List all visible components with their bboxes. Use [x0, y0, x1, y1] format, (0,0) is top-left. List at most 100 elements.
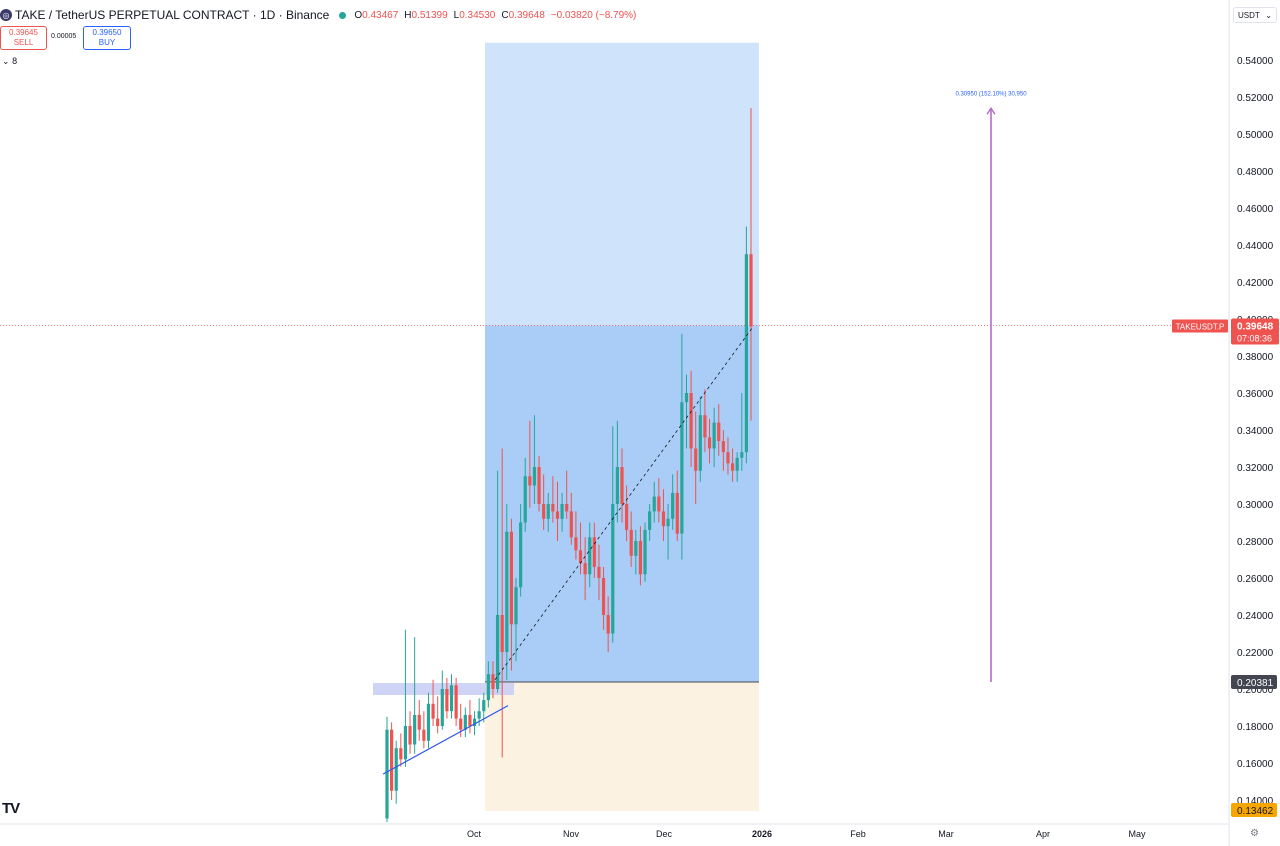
buy-button[interactable]: 0.39650 BUY	[83, 26, 131, 50]
candle-body	[648, 511, 652, 530]
candle-body	[542, 504, 546, 519]
candle-body	[578, 550, 583, 564]
candle-body	[592, 537, 596, 567]
candle-body	[583, 563, 587, 575]
candle-body	[454, 685, 458, 719]
price-tick-label: 0.32000	[1237, 463, 1274, 474]
time-tick-label: 2026	[752, 829, 772, 839]
candle-body	[426, 703, 431, 741]
stop-label: 0.13462	[1237, 806, 1274, 817]
countdown-label: 07:08:36	[1237, 334, 1272, 344]
price-tick-label: 0.28000	[1237, 537, 1274, 548]
candle-body	[417, 714, 421, 730]
candle-body	[601, 578, 606, 615]
price-tick-label: 0.34000	[1237, 426, 1274, 437]
price-tick-label: 0.26000	[1237, 574, 1274, 585]
candle-body	[505, 531, 509, 652]
candle-body	[385, 729, 389, 819]
candle-body	[514, 587, 518, 625]
price-axis[interactable]	[1230, 0, 1280, 846]
candle-body	[440, 689, 444, 726]
price-tick-label: 0.50000	[1237, 130, 1274, 141]
candle-body	[413, 714, 417, 745]
candle-body	[615, 467, 619, 504]
candle-body	[643, 529, 647, 575]
time-tick-label: Feb	[850, 829, 866, 839]
candle-body	[532, 467, 537, 486]
projection-line	[494, 328, 753, 680]
candle-body	[707, 437, 712, 449]
candle-body	[717, 422, 721, 442]
candle-body	[735, 457, 739, 471]
price-tick-label: 0.48000	[1237, 167, 1274, 178]
candle-body	[569, 511, 573, 538]
price-tick-label: 0.16000	[1237, 759, 1274, 770]
candle-body	[712, 422, 716, 449]
candle-body	[555, 511, 560, 519]
price-tick-label: 0.24000	[1237, 611, 1274, 622]
time-tick-label: Nov	[563, 829, 580, 839]
candle-body	[403, 726, 408, 760]
candle-body	[394, 748, 398, 791]
candle-body	[422, 729, 426, 741]
price-tick-label: 0.46000	[1237, 204, 1274, 215]
candle-body	[730, 463, 735, 471]
candle-body	[694, 448, 698, 471]
price-tick-label: 0.36000	[1237, 389, 1274, 400]
stop-zone	[485, 681, 759, 811]
trendline[interactable]	[382, 705, 509, 775]
candle-body	[551, 504, 555, 512]
buy-label: BUY	[98, 38, 116, 47]
candle-body	[390, 729, 394, 791]
candle-body	[472, 718, 477, 726]
candle-body	[611, 504, 615, 634]
candle-body	[445, 689, 449, 712]
sell-button[interactable]: 0.39645 SELL	[0, 26, 47, 50]
candle-body	[495, 615, 500, 689]
candle-body	[661, 511, 666, 527]
price-tick-label: 0.22000	[1237, 648, 1274, 659]
price-tick-label: 0.52000	[1237, 93, 1274, 104]
candle-body	[574, 537, 578, 551]
settings-gear-icon[interactable]: ⚙	[1250, 828, 1259, 839]
measure-label: 0.30950 (152.10%) 30,950	[955, 91, 1027, 97]
entry-label: 0.20381	[1237, 678, 1274, 689]
candle-body	[491, 674, 495, 689]
ohlc-high: H0.51399	[404, 9, 448, 21]
candle-body	[666, 518, 670, 527]
time-tick-label: Apr	[1036, 829, 1050, 839]
stop-badge	[1231, 803, 1277, 817]
candle-body	[477, 711, 481, 719]
candle-body	[468, 714, 472, 726]
ticker-badge	[1172, 319, 1228, 333]
currency-select[interactable]: USDT ⌄	[1233, 7, 1277, 23]
candle-body	[680, 402, 684, 534]
sell-label: SELL	[13, 38, 34, 47]
price-tick-label: 0.20000	[1237, 685, 1274, 696]
candle-body	[740, 452, 744, 458]
ohlc-open: O0.43467	[354, 9, 399, 21]
price-tick-label: 0.38000	[1237, 352, 1274, 363]
candle-body	[634, 541, 638, 556]
candle-body	[671, 492, 675, 519]
candle-body	[519, 522, 523, 588]
candle-body	[684, 393, 689, 403]
candle-body	[726, 452, 730, 464]
candle-body	[606, 615, 610, 634]
candle-body	[721, 441, 725, 453]
candle-body	[436, 718, 440, 726]
price-change: −0.03820 (−8.79%)	[550, 9, 637, 21]
time-tick-label: Dec	[656, 829, 673, 839]
candle-body	[675, 492, 679, 534]
candle-body	[749, 254, 753, 327]
candle-body	[638, 541, 643, 575]
indicators-toggle[interactable]: ⌄ 8	[2, 56, 17, 67]
candle-body	[620, 467, 624, 504]
symbol-title[interactable]: TAKE / TetherUS PERPETUAL CONTRACT · 1D …	[15, 8, 330, 22]
candle-body	[482, 700, 486, 712]
candle-body	[463, 714, 467, 730]
price-tick-label: 0.14000	[1237, 796, 1274, 807]
candle-body	[588, 537, 592, 575]
ticker-badge-text: TAKEUSDT.P	[1176, 323, 1225, 332]
